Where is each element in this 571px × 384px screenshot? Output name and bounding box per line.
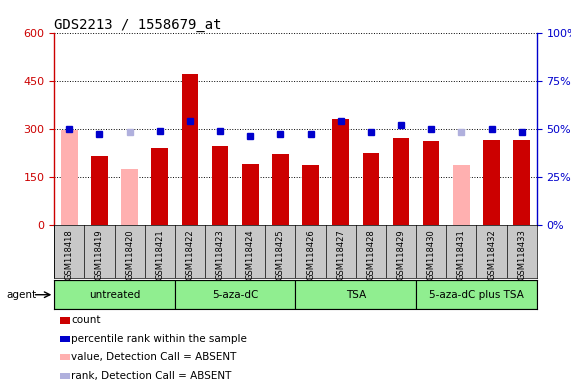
Bar [453,166,469,225]
Bar [182,74,198,225]
Text: GSM118433: GSM118433 [517,229,526,280]
Bar [212,146,228,225]
Text: GSM118431: GSM118431 [457,229,466,280]
Text: 5-aza-dC plus TSA: 5-aza-dC plus TSA [429,290,524,300]
Text: count: count [71,316,100,326]
Bar [54,280,175,309]
Text: GSM118420: GSM118420 [125,229,134,280]
Bar [513,140,530,225]
Bar [393,138,409,225]
Bar [423,141,440,225]
Text: agent: agent [7,290,37,300]
Bar [122,169,138,225]
Text: TSA: TSA [345,290,366,300]
Bar [416,280,537,309]
Text: GSM118421: GSM118421 [155,229,164,280]
Text: GSM118430: GSM118430 [427,229,436,280]
Text: GSM118432: GSM118432 [487,229,496,280]
Bar [175,280,296,309]
Bar [242,164,259,225]
Text: 5-aza-dC: 5-aza-dC [212,290,258,300]
Bar [363,153,379,225]
Text: untreated: untreated [89,290,140,300]
Text: GSM118422: GSM118422 [186,229,195,280]
Text: GSM118429: GSM118429 [396,229,405,280]
Bar [302,166,319,225]
Text: GSM118419: GSM118419 [95,229,104,280]
Text: GSM118427: GSM118427 [336,229,345,280]
Text: GSM118425: GSM118425 [276,229,285,280]
Text: GSM118424: GSM118424 [246,229,255,280]
Bar [61,130,78,225]
Text: percentile rank within the sample: percentile rank within the sample [71,334,247,344]
Bar [272,154,289,225]
Bar [483,140,500,225]
Bar [91,156,108,225]
Text: GSM118428: GSM118428 [367,229,375,280]
Text: rank, Detection Call = ABSENT: rank, Detection Call = ABSENT [71,371,232,381]
Text: GSM118426: GSM118426 [306,229,315,280]
Text: GSM118418: GSM118418 [65,229,74,280]
Bar [332,119,349,225]
Text: GSM118423: GSM118423 [216,229,224,280]
Bar [151,148,168,225]
Bar [296,280,416,309]
Text: GDS2213 / 1558679_at: GDS2213 / 1558679_at [54,18,222,32]
Text: value, Detection Call = ABSENT: value, Detection Call = ABSENT [71,353,236,362]
